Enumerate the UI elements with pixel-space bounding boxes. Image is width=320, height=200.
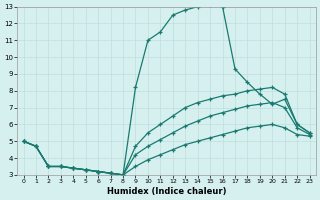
X-axis label: Humidex (Indice chaleur): Humidex (Indice chaleur): [107, 187, 226, 196]
